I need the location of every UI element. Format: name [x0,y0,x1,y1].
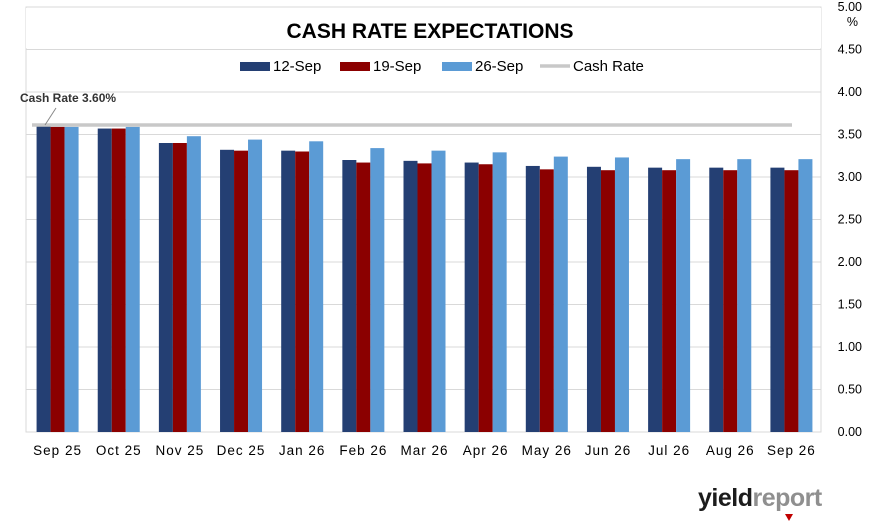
x-tick-label: Feb 26 [339,443,387,458]
x-tick-label: Aug 26 [706,443,755,458]
legend-label: 12-Sep [273,58,321,75]
bar [784,170,799,432]
y-tick-label: 2.00 [838,255,862,269]
bar [648,167,663,432]
bar [281,150,296,432]
x-tick-label: Sep 25 [33,443,82,458]
x-tick-label: Nov 25 [155,443,204,458]
bar [97,128,112,433]
x-tick-label: Apr 26 [463,443,509,458]
title-band [26,8,821,48]
legend-label: 26-Sep [475,58,523,75]
legend-swatch [340,62,370,71]
y-tick-label: 2.50 [838,213,862,227]
bar [723,170,738,432]
y-tick-label: 3.50 [838,128,862,142]
bar [464,162,479,433]
bar [492,152,507,432]
x-tick-label: May 26 [522,443,572,458]
bar [662,170,677,432]
bar [50,126,65,432]
bar [403,160,418,432]
bar [111,128,126,433]
x-tick-label: Dec 25 [217,443,266,458]
bar [248,139,263,432]
bar [220,149,235,433]
cash-rate-annotation: Cash Rate 3.60% [20,91,116,105]
bar [709,167,724,432]
x-axis: Sep 25 Oct 25 Nov 25 Dec 25 Jan 26 Feb 26 Mar … [33,443,816,458]
logo-mark-icon [785,514,793,521]
y-tick-label: 0.50 [838,383,862,397]
y-tick-label: 5.00 [838,0,862,14]
bar [553,156,568,432]
legend-label: Cash Rate [573,58,644,75]
bar [342,160,357,432]
bars [36,126,813,433]
x-tick-label: Oct 25 [96,443,142,458]
x-tick-label: Mar 26 [400,443,448,458]
y-tick-label: 3.00 [838,170,862,184]
y-tick-label: 1.50 [838,298,862,312]
bar [158,143,173,432]
y-unit-label: % [847,15,858,29]
legend-swatch [240,62,270,71]
bar [172,143,187,432]
legend-swatch [442,62,472,71]
bar [525,165,540,432]
bar [478,164,493,432]
y-tick-label: 0.00 [838,425,862,439]
bar [539,169,554,432]
legend-label: 19-Sep [373,58,421,75]
y-tick-label: 1.00 [838,340,862,354]
bar [36,126,51,432]
bar [676,159,691,432]
x-tick-label: Jun 26 [585,443,632,458]
bar [431,150,446,432]
y-tick-label: 4.50 [838,43,862,57]
x-tick-label: Jan 26 [279,443,326,458]
yieldreport-logo: yieldreport [698,484,822,512]
bar [125,126,140,432]
bar [586,166,601,433]
bar [356,162,371,433]
chart-title: CASH RATE EXPECTATIONS [286,20,573,43]
bar [600,170,615,432]
bar [234,150,249,432]
bar [309,141,324,433]
bar [186,136,201,432]
bar [295,151,310,432]
annotation-leader [44,107,57,126]
bar [64,126,79,432]
x-tick-label: Sep 26 [767,443,816,458]
bar [770,167,785,432]
bar [370,148,385,432]
bar [417,163,432,432]
annotation: Cash Rate 3.60% [20,91,116,126]
bar [798,159,813,432]
bar [614,157,629,432]
x-tick-label: Jul 26 [648,443,690,458]
y-tick-label: 4.00 [838,85,862,99]
y-axis: 0.00 0.50 1.00 1.50 2.00 2.50 3.00 3.50 4.00 4.50… [838,0,862,439]
legend: 12-Sep 19-Sep 26-Sep Cash Rate [240,58,644,75]
bar [737,159,752,432]
